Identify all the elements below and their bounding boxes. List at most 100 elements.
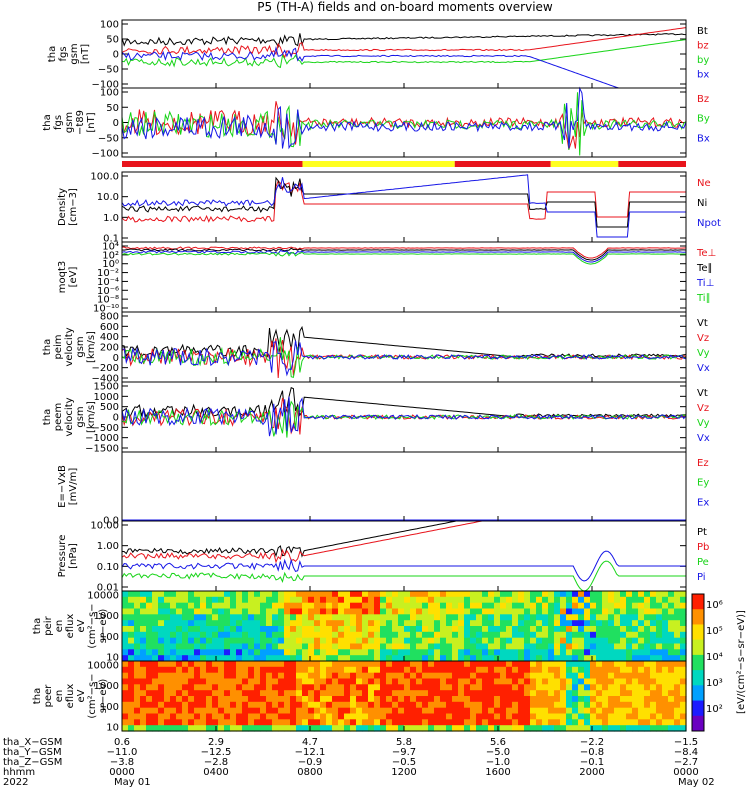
heatmap-cell bbox=[524, 719, 531, 726]
heatmap-cell bbox=[422, 690, 429, 697]
heatmap-cell bbox=[446, 620, 453, 627]
heatmap-cell bbox=[188, 591, 195, 598]
y-tick-label: 0 bbox=[113, 353, 119, 364]
heatmap-cell bbox=[386, 661, 393, 668]
heatmap-cell bbox=[176, 637, 183, 645]
heatmap-cell bbox=[488, 620, 495, 627]
heatmap-cell bbox=[290, 672, 297, 680]
heatmap-cell bbox=[410, 701, 417, 709]
heatmap-cell bbox=[572, 614, 579, 621]
y-tick-label: 10⁻⁴ bbox=[97, 277, 119, 288]
heatmap-cell bbox=[566, 719, 573, 726]
legend-entry: Bt bbox=[697, 26, 708, 37]
y-tick-label: 10000 bbox=[87, 661, 119, 672]
heatmap-cell bbox=[590, 655, 597, 662]
heatmap-cell bbox=[656, 614, 663, 621]
heatmap-cell bbox=[188, 602, 195, 610]
heatmap-cell bbox=[320, 666, 327, 674]
heatmap-cell bbox=[134, 591, 141, 598]
heatmap-cell bbox=[416, 655, 423, 662]
heatmap-cell bbox=[248, 602, 255, 610]
heatmap-cell bbox=[254, 666, 261, 674]
heatmap-cell bbox=[158, 672, 165, 680]
heatmap-cell bbox=[656, 725, 663, 732]
heatmap-cell bbox=[410, 678, 417, 685]
heatmap-cell bbox=[260, 713, 267, 720]
footer-value: −0.8 bbox=[580, 747, 604, 758]
heatmap-cell bbox=[230, 637, 237, 645]
heatmap-cell bbox=[338, 591, 345, 598]
heatmap-cell bbox=[266, 707, 273, 715]
heatmap-cell bbox=[560, 666, 567, 674]
heatmap-cell bbox=[458, 655, 465, 662]
heatmap-cell bbox=[290, 655, 297, 662]
heatmap-cell bbox=[608, 696, 615, 703]
heatmap-cell bbox=[470, 725, 477, 732]
heatmap-cell bbox=[458, 591, 465, 598]
heatmap-cell bbox=[578, 602, 585, 610]
heatmap-cell bbox=[200, 591, 207, 598]
heatmap-cell bbox=[356, 696, 363, 703]
heatmap-cell bbox=[230, 725, 237, 732]
heatmap-cell bbox=[224, 707, 231, 715]
heatmap-cell bbox=[674, 596, 681, 604]
y-tick-label: −200 bbox=[92, 363, 119, 374]
heatmap-cell bbox=[620, 637, 627, 645]
heatmap-cell bbox=[542, 602, 549, 610]
heatmap-cell bbox=[470, 649, 477, 656]
y-tick-label: 10 bbox=[106, 723, 119, 734]
heatmap-cell bbox=[362, 602, 369, 610]
heatmap-cell bbox=[608, 643, 615, 650]
heatmap-cell bbox=[266, 643, 273, 650]
heatmap-cell bbox=[476, 719, 483, 726]
heatmap-cell bbox=[644, 701, 651, 709]
heatmap-cell bbox=[542, 713, 549, 720]
heatmap-cell bbox=[338, 696, 345, 703]
heatmap-cell bbox=[476, 713, 483, 720]
heatmap-cell bbox=[368, 719, 375, 726]
heatmap-cell bbox=[512, 672, 519, 680]
heatmap-cell bbox=[548, 591, 555, 598]
heatmap-cell bbox=[206, 701, 213, 709]
heatmap-cell bbox=[656, 713, 663, 720]
footer-value: −1.0 bbox=[486, 757, 510, 768]
heatmap-cell bbox=[332, 713, 339, 720]
y-tick-label: 10² bbox=[102, 250, 119, 261]
heatmap-cell bbox=[356, 661, 363, 668]
heatmap-cell bbox=[188, 620, 195, 627]
heatmap-cell bbox=[512, 614, 519, 621]
heatmap-cell bbox=[290, 643, 297, 650]
heatmap-cell bbox=[134, 725, 141, 732]
heatmap-cell bbox=[614, 707, 621, 715]
heatmap-cell bbox=[272, 672, 279, 680]
heatmap-cell bbox=[164, 608, 171, 615]
heatmap-cell bbox=[158, 643, 165, 650]
heatmap-cell bbox=[140, 713, 147, 720]
heatmap-cell bbox=[542, 678, 549, 685]
heatmap-cell bbox=[320, 614, 327, 621]
heatmap-cell bbox=[416, 672, 423, 680]
heatmap-cell bbox=[188, 701, 195, 709]
y-tick-label: 400 bbox=[100, 332, 119, 343]
heatmap-cell bbox=[272, 701, 279, 709]
heatmap-cell bbox=[368, 591, 375, 598]
heatmap-cell bbox=[680, 596, 687, 604]
heatmap-cell bbox=[650, 713, 657, 720]
heatmap-cell bbox=[218, 602, 225, 610]
heatmap-cell bbox=[272, 690, 279, 697]
heatmap-cell bbox=[272, 620, 279, 627]
heatmap-cell bbox=[146, 626, 153, 633]
heatmap-cell bbox=[428, 649, 435, 656]
heatmap-cell bbox=[668, 649, 675, 656]
heatmap-cell bbox=[518, 596, 525, 604]
heatmap-cell bbox=[452, 684, 459, 691]
heatmap-cell bbox=[518, 672, 525, 680]
heatmap-cell bbox=[464, 626, 471, 633]
heatmap-cell bbox=[464, 684, 471, 691]
heatmap-cell bbox=[518, 713, 525, 720]
y-tick-label: 100 bbox=[100, 88, 119, 99]
heatmap-cell bbox=[584, 678, 591, 685]
mode-bar-segment bbox=[618, 161, 686, 167]
heatmap-cell bbox=[374, 725, 381, 732]
heatmap-cell bbox=[164, 713, 171, 720]
